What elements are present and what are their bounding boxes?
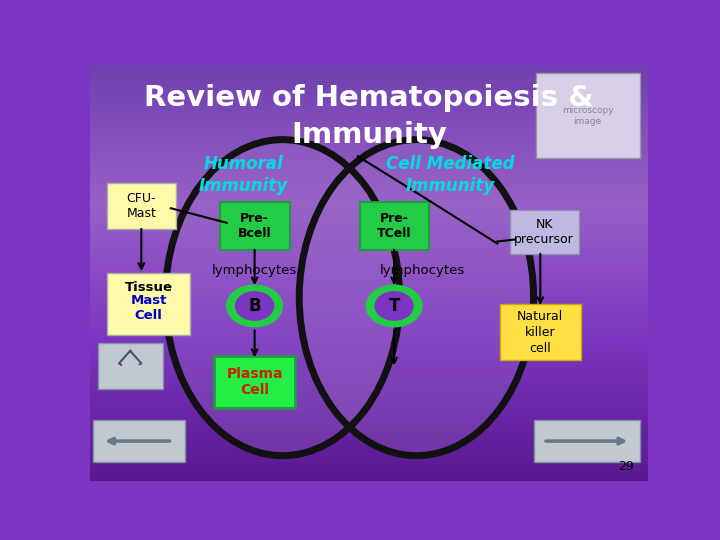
Text: Pre-
TCell: Pre- TCell	[377, 212, 411, 240]
Text: Tissue: Tissue	[125, 281, 173, 294]
Text: Natural
killer
cell: Natural killer cell	[517, 309, 564, 355]
FancyBboxPatch shape	[500, 304, 581, 360]
FancyBboxPatch shape	[359, 202, 429, 250]
FancyBboxPatch shape	[93, 420, 185, 462]
Polygon shape	[122, 365, 138, 373]
Text: lymphocytes: lymphocytes	[212, 264, 297, 277]
Text: Mast: Mast	[130, 294, 167, 307]
FancyBboxPatch shape	[107, 183, 176, 229]
Circle shape	[366, 285, 422, 327]
Text: NK
precursor: NK precursor	[514, 218, 574, 246]
Text: B: B	[248, 297, 261, 315]
Text: Pre-
Bcell: Pre- Bcell	[238, 212, 271, 240]
Circle shape	[227, 285, 282, 327]
Ellipse shape	[166, 140, 400, 456]
Text: Humoral
Immunity: Humoral Immunity	[199, 155, 288, 195]
Text: Review of Hematopoiesis &: Review of Hematopoiesis &	[144, 84, 594, 112]
Text: 29: 29	[618, 460, 634, 473]
FancyBboxPatch shape	[534, 420, 639, 462]
FancyBboxPatch shape	[107, 273, 190, 335]
Text: T: T	[388, 297, 400, 315]
Circle shape	[235, 292, 274, 320]
Text: Cell Mediated
Immunity: Cell Mediated Immunity	[386, 155, 514, 195]
Text: microscopy
image: microscopy image	[562, 106, 613, 126]
Text: Immunity: Immunity	[291, 122, 447, 150]
Text: Cell: Cell	[135, 309, 163, 322]
FancyBboxPatch shape	[99, 343, 163, 389]
FancyBboxPatch shape	[215, 356, 294, 408]
Text: Plasma
Cell: Plasma Cell	[226, 367, 283, 397]
FancyBboxPatch shape	[220, 202, 289, 250]
Circle shape	[375, 292, 413, 320]
Text: lymphocytes: lymphocytes	[379, 264, 464, 277]
FancyBboxPatch shape	[510, 210, 580, 254]
Text: CFU-
Mast: CFU- Mast	[127, 192, 156, 220]
Ellipse shape	[300, 140, 534, 456]
FancyBboxPatch shape	[536, 73, 639, 158]
